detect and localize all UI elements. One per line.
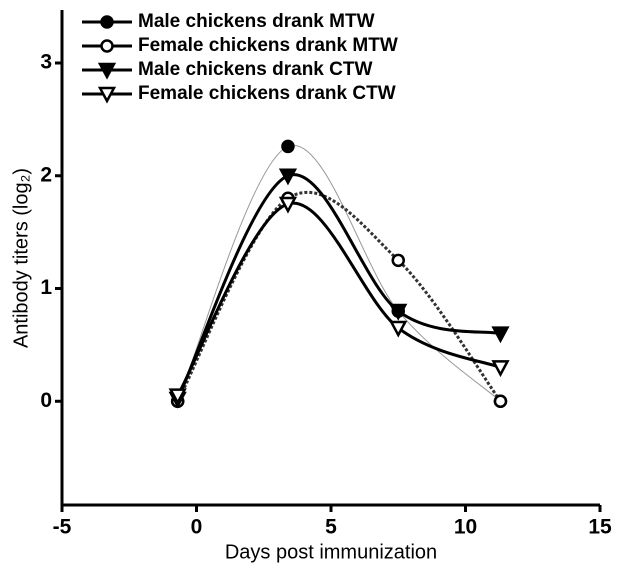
y-tick-label: 0: [40, 389, 52, 412]
data-point: [389, 303, 408, 321]
legend-label: Male chickens drank CTW: [138, 59, 372, 80]
data-point: [278, 168, 298, 186]
x-tick-label: -5: [53, 516, 72, 539]
y-tick-label: 3: [40, 51, 52, 74]
legend-marker: [97, 86, 117, 104]
y-tick-label: 1: [40, 276, 52, 299]
data-point: [493, 394, 508, 409]
data-point: [168, 388, 187, 406]
legend-marker: [100, 39, 114, 53]
series-line: [177, 144, 501, 402]
legend-label: Female chickens drank CTW: [138, 83, 396, 104]
data-point: [278, 196, 298, 214]
data-point: [281, 139, 295, 154]
series-line: [176, 201, 502, 397]
legend-marker: [97, 62, 117, 80]
x-tick-label: 10: [454, 516, 477, 539]
legend-marker: [100, 15, 114, 29]
data-point: [391, 253, 405, 268]
x-tick-label: 0: [191, 516, 203, 539]
legend-label: Female chickens drank MTW: [138, 35, 398, 56]
y-tick-label: 2: [40, 163, 52, 186]
data-point: [389, 320, 408, 338]
y-axis-label: Antibody titers (log₂): [10, 168, 32, 348]
x-axis-label: Days post immunization: [225, 541, 437, 563]
x-tick-label: 15: [588, 516, 612, 539]
legend-label: Male chickens drank MTW: [138, 11, 375, 32]
data-point: [491, 360, 510, 378]
data-point: [491, 326, 510, 344]
series-line: [176, 190, 502, 403]
series-line: [176, 173, 501, 400]
x-tick-label: 5: [325, 516, 337, 539]
